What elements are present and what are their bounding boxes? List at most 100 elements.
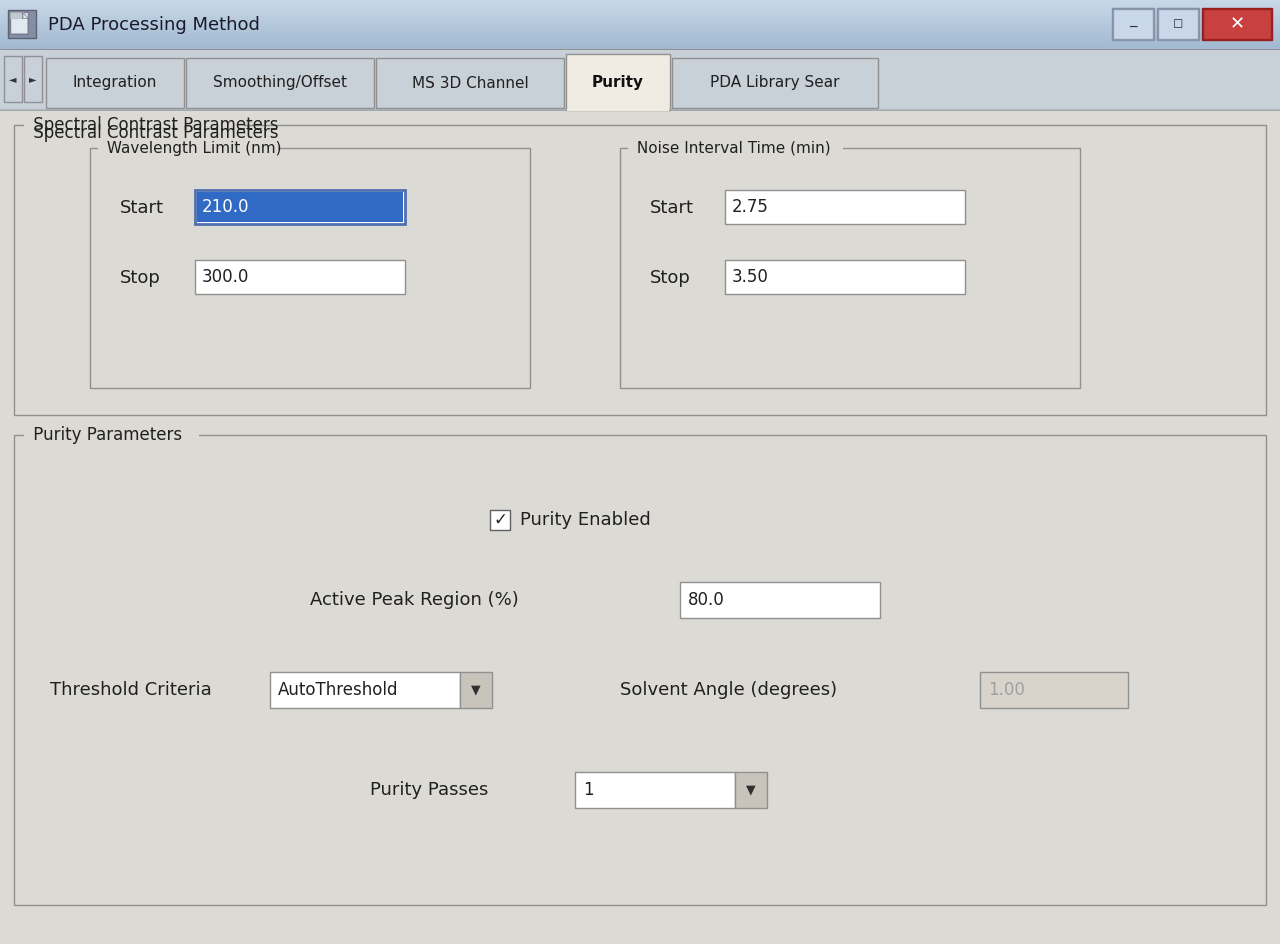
Bar [0, 38, 1280, 39]
Bar [0, 40, 1280, 41]
Bar [724, 190, 965, 224]
Bar [0, 1, 1280, 2]
Bar [24, 124, 244, 127]
Bar [10, 12, 28, 34]
Text: Noise Interval Time (min): Noise Interval Time (min) [632, 141, 836, 156]
Text: 1.00: 1.00 [988, 681, 1025, 699]
Text: 80.0: 80.0 [689, 591, 724, 609]
Bar [46, 58, 184, 108]
Bar [4, 56, 22, 102]
Text: Active Peak Region (%): Active Peak Region (%) [310, 591, 518, 609]
Bar [0, 16, 1280, 17]
Bar [0, 11, 1280, 12]
Bar [1203, 9, 1271, 39]
Bar [0, 45, 1280, 46]
Text: Purity Enabled: Purity Enabled [520, 511, 650, 529]
Bar [0, 4, 1280, 5]
Bar [0, 44, 1280, 45]
Bar [0, 6, 1280, 7]
Bar [1112, 8, 1155, 40]
Bar [575, 772, 735, 808]
Bar [567, 109, 669, 111]
Bar [0, 21, 1280, 22]
Text: Start: Start [120, 199, 164, 217]
Bar [0, 22, 1280, 23]
Bar [186, 58, 374, 108]
Text: 3.50: 3.50 [732, 268, 769, 286]
Text: Solvent Angle (degrees): Solvent Angle (degrees) [620, 681, 837, 699]
Text: ◄: ◄ [9, 74, 17, 84]
Bar [1202, 8, 1272, 40]
Text: ✓: ✓ [493, 511, 507, 529]
Bar [0, 27, 1280, 28]
Bar [0, 49, 1280, 50]
Text: Stop: Stop [120, 269, 161, 287]
Bar [735, 772, 767, 808]
Bar [0, 0, 1280, 50]
Bar [8, 10, 36, 38]
Bar [10, 12, 24, 19]
Bar [0, 48, 1280, 49]
Bar [620, 148, 1080, 388]
Bar [980, 672, 1128, 708]
Bar [0, 7, 1280, 8]
Bar [0, 14, 1280, 15]
Text: 210.0: 210.0 [202, 198, 250, 216]
Bar [0, 50, 1280, 110]
Bar [90, 148, 530, 388]
Bar [0, 2, 1280, 3]
Bar [0, 32, 1280, 33]
Bar [0, 47, 1280, 48]
Bar [0, 9, 1280, 10]
Bar [0, 23, 1280, 24]
Text: Purity Parameters: Purity Parameters [28, 426, 187, 444]
Text: PDA Library Sear: PDA Library Sear [710, 76, 840, 91]
Bar [490, 510, 509, 530]
Bar [672, 58, 878, 108]
Bar [460, 672, 492, 708]
Text: Purity: Purity [591, 75, 644, 90]
Bar [195, 190, 404, 224]
Bar [0, 39, 1280, 40]
Bar [376, 58, 564, 108]
Bar [0, 0, 1280, 1]
Bar [0, 33, 1280, 34]
Bar [24, 56, 42, 102]
Bar [0, 110, 1280, 944]
Bar [628, 147, 844, 150]
Text: Threshold Criteria: Threshold Criteria [50, 681, 211, 699]
Bar [0, 8, 1280, 9]
Bar [0, 30, 1280, 31]
Bar [0, 42, 1280, 43]
Bar [270, 672, 460, 708]
Bar [0, 110, 1280, 111]
Text: MS 3D Channel: MS 3D Channel [412, 76, 529, 91]
Text: Spectral Contrast Parameters: Spectral Contrast Parameters [28, 116, 284, 134]
Bar [0, 12, 1280, 13]
Text: PDA Processing Method: PDA Processing Method [49, 16, 260, 34]
Bar [0, 34, 1280, 35]
Text: AutoThreshold: AutoThreshold [278, 681, 398, 699]
Text: ▼: ▼ [471, 683, 481, 697]
Bar [0, 41, 1280, 42]
Bar [0, 43, 1280, 44]
Bar [0, 35, 1280, 36]
Text: ►: ► [29, 74, 37, 84]
Bar [0, 3, 1280, 4]
Bar [14, 125, 1266, 415]
Bar [0, 5, 1280, 6]
Text: Stop: Stop [650, 269, 691, 287]
Bar [0, 31, 1280, 32]
Bar [0, 10, 1280, 11]
Text: Start: Start [650, 199, 694, 217]
Bar [0, 17, 1280, 18]
Text: Smoothing/Offset: Smoothing/Offset [212, 76, 347, 91]
Bar [1158, 9, 1198, 39]
Text: ✕: ✕ [1229, 15, 1244, 33]
Bar [0, 46, 1280, 47]
Bar [0, 19, 1280, 20]
Bar [1157, 8, 1199, 40]
Bar [0, 25, 1280, 26]
Text: 2.75: 2.75 [732, 198, 769, 216]
Bar [195, 260, 404, 294]
